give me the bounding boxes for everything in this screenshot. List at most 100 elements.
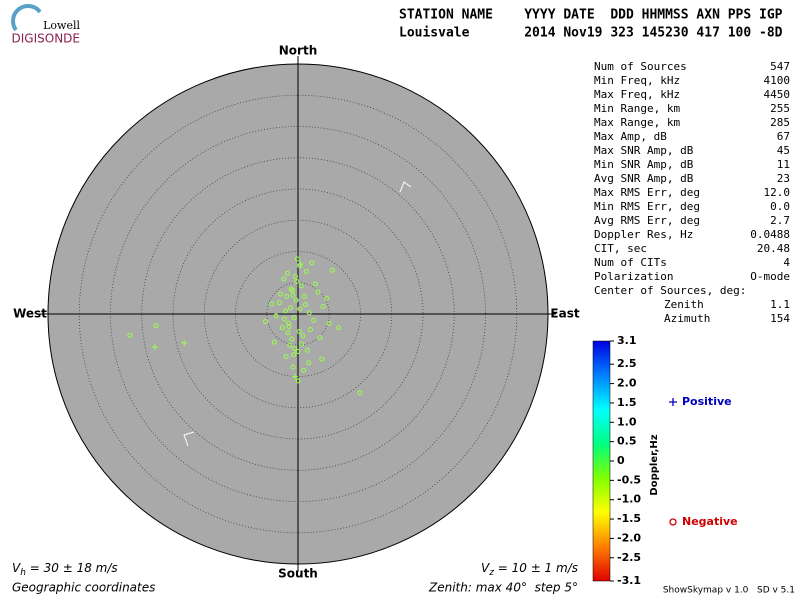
source-circle [284, 294, 290, 299]
stat-label: Num of Sources [594, 60, 687, 73]
colorbar-tick-label: 1.5 [617, 396, 637, 409]
source-circle [153, 323, 159, 329]
source-circle [269, 301, 275, 307]
source-circle [284, 270, 290, 276]
direction-label: South [278, 567, 318, 581]
source-circle [324, 295, 330, 301]
stat-label: CIT, sec [594, 242, 647, 255]
source-circle [286, 324, 292, 329]
stat-value: 2.7 [770, 214, 790, 227]
colorbar-tick-label: 0 [617, 454, 625, 467]
legend-plus [669, 398, 677, 406]
legend-entry: Positive [669, 395, 732, 408]
source-circle [320, 304, 326, 309]
source-plus [291, 373, 298, 380]
source-circle [295, 349, 301, 354]
source-circle [288, 305, 293, 311]
vh-sub: h [20, 568, 26, 578]
stat-value: 547 [770, 60, 790, 73]
source-circle [301, 367, 307, 373]
source-circle [286, 320, 292, 326]
source-circle [294, 279, 300, 284]
source-circle [291, 352, 297, 358]
source-circle [297, 306, 303, 312]
stat-value: 20.48 [757, 242, 790, 255]
source-circle [292, 345, 298, 351]
source-circle [283, 354, 289, 359]
source-circle [295, 378, 301, 384]
source-circle [281, 276, 287, 282]
center-value: 1.1 [770, 298, 790, 311]
logo-bottom: DIGISONDE [12, 32, 80, 46]
source-circle [296, 329, 302, 334]
colorbar-tick-label: -2.0 [617, 531, 641, 544]
source-circle [309, 260, 315, 266]
logo: Lowell DIGISONDE [11, 4, 80, 46]
coords-text: Geographic coordinates [12, 581, 155, 595]
source-circle [303, 302, 308, 308]
source-circle [311, 317, 317, 323]
header-values: Louisvale 2014 Nov19 323 145230 417 100 … [399, 26, 783, 41]
source-circle [288, 286, 294, 292]
colorbar-tick-label: 0.5 [617, 435, 637, 448]
stat-label: Avg RMS Err, deg [594, 214, 700, 227]
legend-entry: Negative [669, 515, 738, 528]
stats-table: Num of Sources 547 Min Freq, kHz 4100 Max Fr… [594, 60, 790, 325]
legend-label: Negative [682, 515, 738, 528]
colorbar-tick-label: 2.0 [617, 377, 637, 390]
stat-label: Min RMS Err, deg [594, 200, 700, 213]
vh-text: Vh = 30 ± 18 m/s [12, 561, 118, 578]
source-circle [304, 347, 310, 353]
center-title: Center of Sources, deg: [594, 284, 746, 297]
source-circle [293, 297, 299, 303]
stat-value: 11 [777, 158, 790, 171]
stat-label: Max Freq, kHz [594, 88, 680, 101]
colorbar-tick-label: -1.0 [617, 493, 641, 506]
source-circle [326, 320, 332, 326]
source-circle [294, 256, 300, 262]
colorbar-tick-label: 1.0 [617, 415, 637, 428]
center-label: Azimuth [664, 312, 710, 325]
legend-label: Positive [682, 395, 732, 408]
source-circle [287, 342, 293, 348]
source-circle [336, 325, 342, 331]
source-circle [306, 310, 312, 316]
vh-symbol: V [12, 561, 21, 575]
stat-value: 0.0 [770, 200, 790, 213]
source-circle [276, 300, 282, 306]
source-circle [357, 390, 363, 396]
vz-symbol: V [481, 561, 490, 575]
vz-sub: z [488, 568, 494, 578]
source-circle [279, 325, 285, 331]
source-circle [291, 315, 297, 321]
colorbar-tick-label: 3.1 [617, 334, 637, 347]
source-circle [308, 327, 313, 333]
colorbar-tick-label: -2.5 [617, 551, 641, 564]
stat-value: 67 [777, 130, 790, 143]
source-plus [151, 344, 158, 351]
source-circle [301, 294, 307, 299]
stat-label: Min SNR Amp, dB [594, 158, 694, 171]
colorbar: 3.1 2.5 2.0 1.5 1.0 0.5 0 -0.5 -1.0 -1.5 -2.0 -2.5 -… [592, 334, 660, 587]
plot: North South East West [13, 44, 580, 581]
stat-label: Num of CITs [594, 256, 667, 269]
source-circle [300, 333, 306, 339]
stat-label: Max Amp, dB [594, 130, 667, 143]
stat-value: 12.0 [764, 186, 791, 199]
source-circle [283, 308, 288, 314]
stat-value: 4 [783, 256, 790, 269]
source-circle [319, 356, 325, 362]
source-circle [263, 319, 268, 324]
stat-value: 4100 [764, 74, 791, 87]
source-circle [290, 292, 296, 298]
stat-label: Max SNR Amp, dB [594, 144, 694, 157]
source-circle [289, 336, 295, 342]
stat-value: 0.0488 [750, 228, 790, 241]
source-circle [315, 289, 321, 295]
vh-value: = 30 ± 18 m/s [26, 561, 118, 575]
stat-value: 45 [777, 144, 790, 157]
vz-text: Vz = 10 ± 1 m/s [481, 561, 578, 578]
chevron [399, 181, 412, 193]
stat-label: Min Freq, kHz [594, 74, 680, 87]
